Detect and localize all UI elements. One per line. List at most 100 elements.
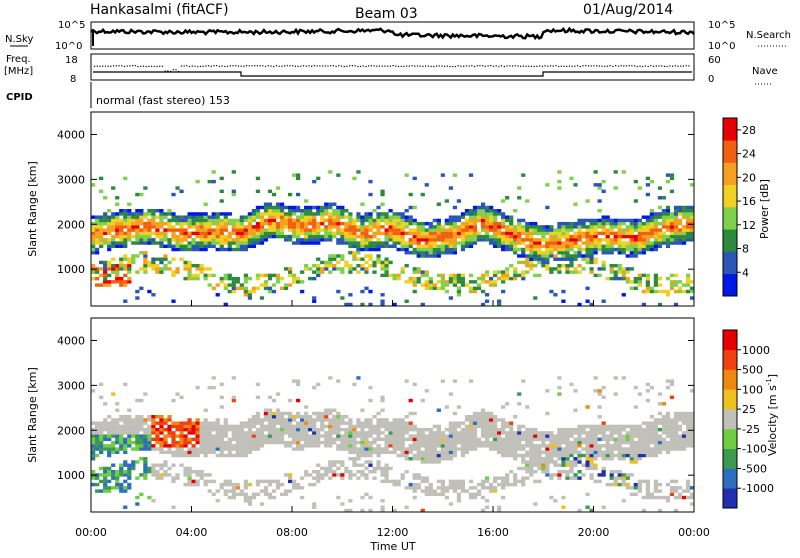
velocity-cell (440, 482, 445, 487)
power-cell (400, 212, 405, 216)
power-cell (396, 212, 401, 216)
velocity-cell (593, 389, 598, 393)
velocity-cell (625, 476, 630, 480)
velocity-cell (207, 450, 212, 454)
power-cell (287, 270, 293, 274)
velocity-cell (472, 447, 478, 451)
power-cell (529, 225, 534, 229)
power-cell (573, 221, 578, 226)
velocity-cell (585, 505, 590, 509)
power-cell (665, 209, 671, 213)
velocity-cell (589, 463, 594, 467)
velocity-cell (279, 482, 285, 487)
velocity-cell (669, 434, 675, 438)
velocity-cell (275, 411, 281, 416)
freq-point (560, 65, 562, 67)
velocity-cell (376, 463, 381, 467)
velocity-cell (597, 415, 602, 419)
velocity-cell (223, 418, 228, 422)
velocity-cell (139, 424, 144, 429)
power-cell (593, 183, 598, 187)
power-cell (589, 244, 594, 248)
power-cell (468, 231, 474, 236)
velocity-cell (497, 427, 502, 432)
freq-point (210, 65, 212, 67)
velocity-cell (493, 447, 498, 451)
power-cell (517, 228, 522, 232)
velocity-cell (476, 440, 482, 445)
velocity-cell (95, 473, 100, 477)
power-cell (565, 221, 570, 226)
power-cell (131, 260, 136, 265)
power-cell (456, 293, 462, 297)
freq-point (110, 65, 112, 67)
velocity-cell (541, 444, 546, 448)
freq-point (300, 65, 302, 67)
power-cell (259, 205, 265, 210)
power-cell (641, 215, 646, 219)
power-cell (621, 231, 626, 236)
power-cell (195, 241, 200, 245)
velocity-cell (388, 450, 393, 454)
velocity-cell (681, 437, 687, 442)
velocity-cell (553, 460, 558, 464)
power-cell (464, 244, 470, 248)
power-cell (521, 228, 526, 232)
freq-point (199, 65, 202, 67)
velocity-cell (420, 398, 425, 403)
power-cell (195, 234, 200, 239)
freq-point (631, 65, 633, 67)
power-cell (91, 228, 96, 232)
velocity-cell (541, 437, 546, 442)
station-title: Hankasalmi (fitACF) (90, 2, 229, 18)
freq-point (172, 69, 174, 71)
velocity-cell (416, 431, 421, 435)
power-cell (187, 260, 192, 265)
time-x-axis: 00:00 04:00 08:00 12:00 16:00 20:00 00:00 (75, 300, 710, 539)
velocity-cell (573, 460, 578, 464)
velocity-cell (625, 486, 630, 490)
power-cell (227, 244, 232, 248)
velocity-cell (649, 424, 654, 429)
velocity-cell (287, 418, 293, 422)
power-cell (456, 286, 462, 291)
power-cell (304, 267, 309, 271)
velocity-cell (91, 476, 96, 480)
power-colorbar-segment (723, 207, 737, 230)
power-cell (569, 234, 574, 239)
power-cell (376, 247, 381, 252)
velocity-cell (163, 418, 168, 422)
velocity-cell (537, 460, 542, 464)
power-cell (223, 238, 228, 242)
velocity-cell (673, 411, 679, 416)
velocity-cell (456, 405, 462, 409)
power-colorbar-label: Power [dB] (758, 179, 771, 239)
power-cell (296, 280, 301, 284)
velocity-cell (497, 440, 502, 445)
power-cell (404, 280, 409, 284)
power-cell (251, 241, 257, 245)
power-cell (416, 234, 421, 239)
velocity-colorbar-tick-label: 500 (742, 364, 763, 377)
velocity-cell (420, 437, 425, 442)
power-cell (412, 241, 417, 245)
velocity-cell (304, 444, 309, 448)
power-cell (569, 260, 574, 265)
velocity-cell (103, 421, 108, 425)
velocity-cell (203, 473, 208, 477)
velocity-cell (529, 457, 534, 461)
power-cell (549, 238, 554, 242)
power-cell (460, 283, 466, 287)
velocity-cell (171, 434, 176, 438)
power-cell (279, 202, 285, 206)
velocity-cell (223, 434, 228, 438)
freq-point (549, 65, 552, 67)
power-cell (617, 247, 622, 252)
power-cell (103, 280, 108, 284)
velocity-cell (255, 395, 261, 400)
velocity-cell (412, 411, 417, 416)
velocity-cell (589, 508, 594, 513)
power-cell (115, 225, 120, 229)
velocity-cell (203, 482, 208, 487)
velocity-cell (637, 447, 642, 451)
